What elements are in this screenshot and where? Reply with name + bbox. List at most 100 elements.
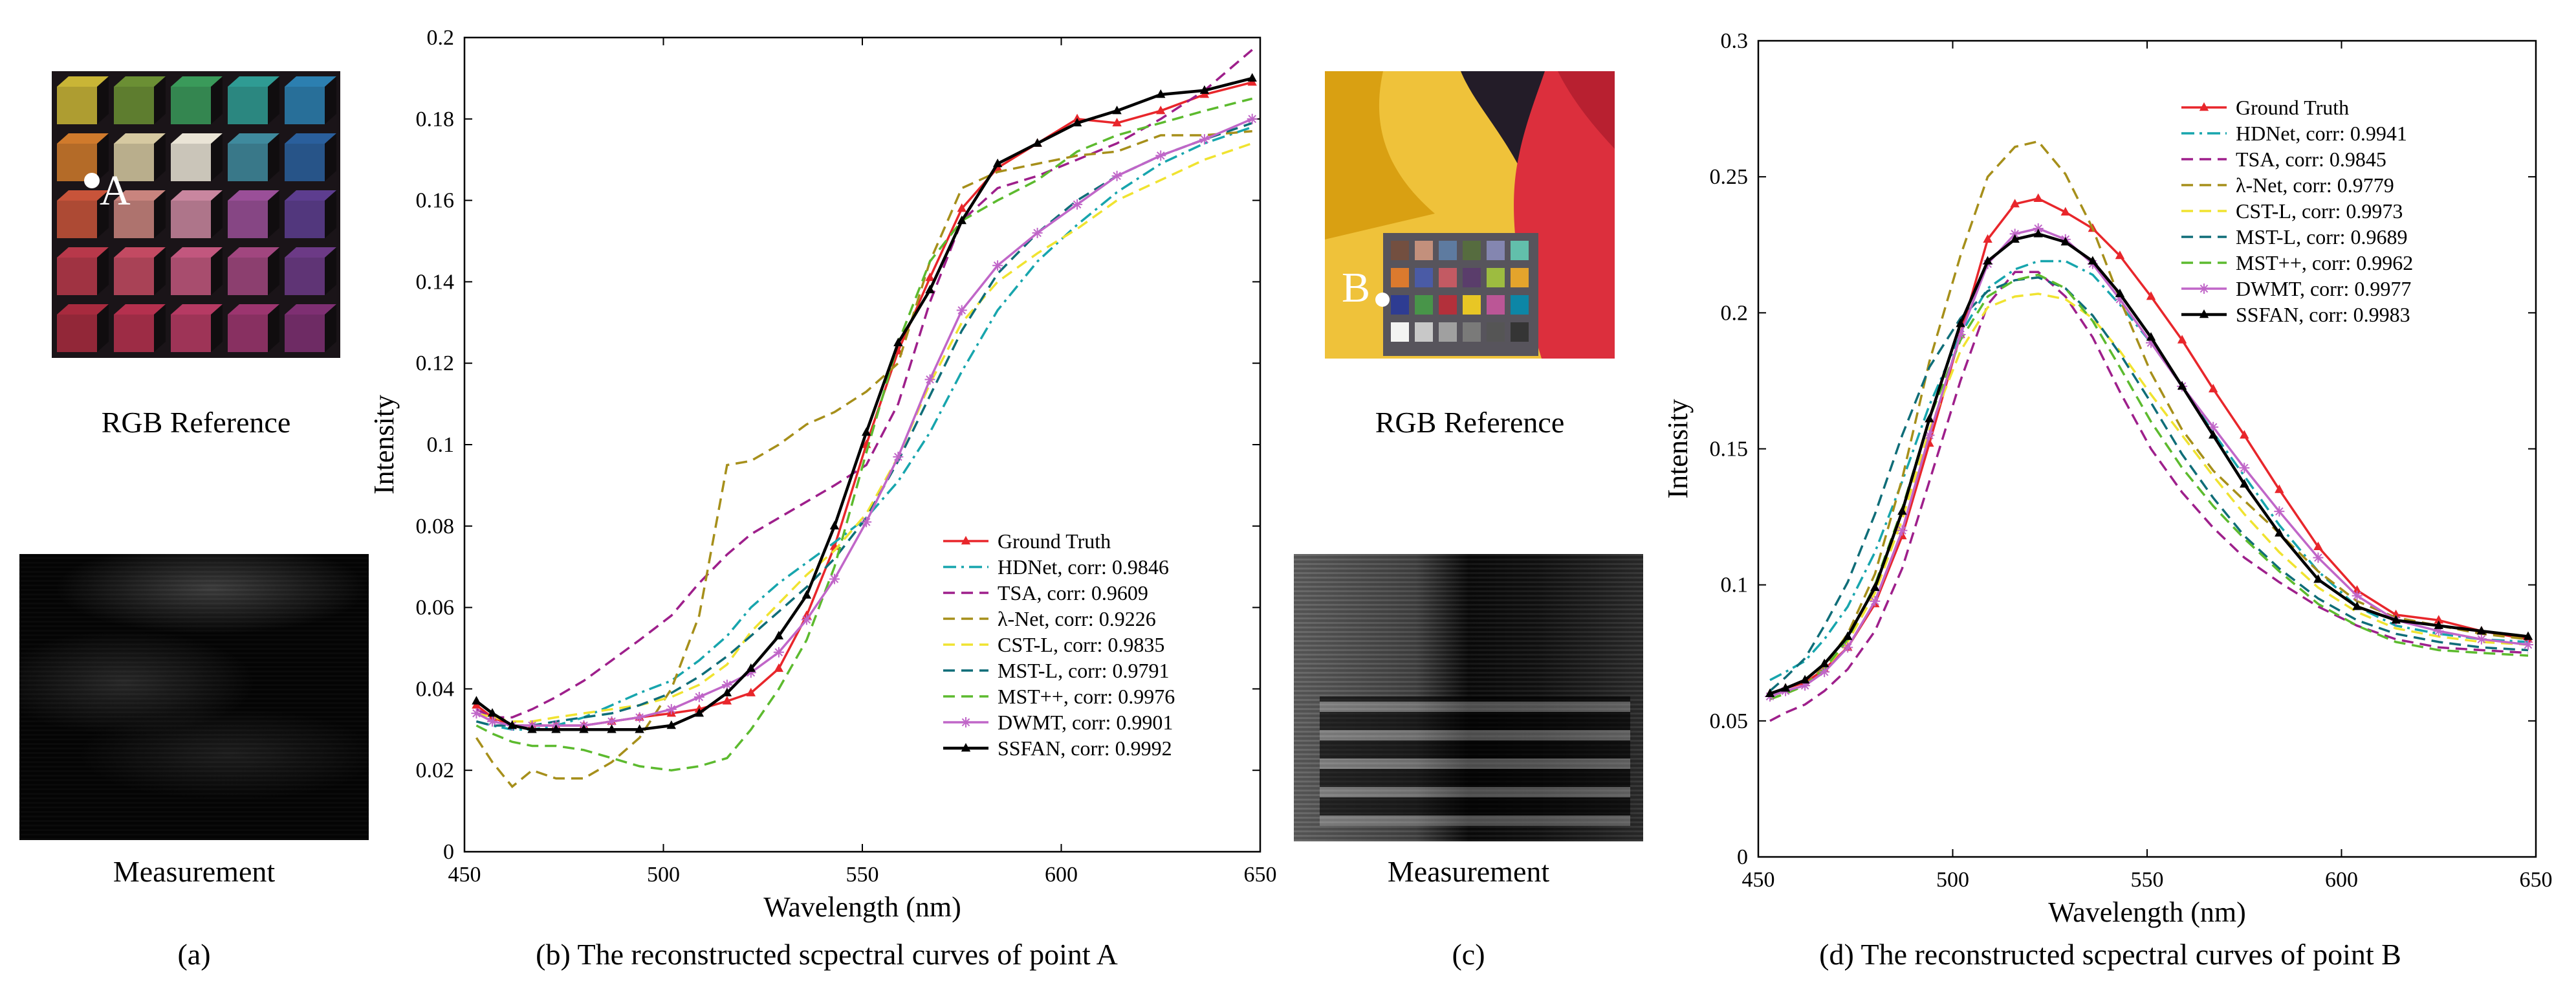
- checker-patch: [1463, 241, 1481, 260]
- data-point: [861, 516, 872, 527]
- series-tsa: [475, 49, 1253, 719]
- data-point: [893, 451, 904, 462]
- data-point: [1072, 118, 1082, 127]
- cube-tile: [57, 133, 109, 181]
- data-point: [1112, 118, 1122, 127]
- x-tick-label: 450: [448, 863, 481, 887]
- data-point: [956, 305, 967, 316]
- series-line: [1769, 140, 2529, 700]
- cube-tile: [171, 304, 223, 352]
- data-point: [1112, 105, 1122, 115]
- data-point: [1956, 318, 1965, 327]
- x-tick-label: 650: [2520, 868, 2553, 892]
- data-point: [1199, 134, 1210, 145]
- legend-label: λ-Net, corr: 0.9779: [2236, 173, 2394, 197]
- series-line: [475, 76, 1253, 731]
- data-point: [2199, 309, 2209, 318]
- cube-tile: [285, 304, 336, 352]
- data-point: [471, 708, 482, 719]
- y-tick-label: 0.16: [416, 189, 455, 213]
- data-point: [487, 708, 497, 717]
- spectral-chart-point-a: 450 500 550 600 650 0 0.02 0.04 0.06 0.08 0.1 0.12 0…: [368, 26, 1277, 923]
- legend-label: Ground Truth: [2236, 96, 2349, 119]
- data-point: [2522, 639, 2533, 650]
- data-point: [1925, 414, 1934, 423]
- cube-tile: [114, 76, 166, 124]
- data-point: [2177, 335, 2187, 344]
- data-point: [2275, 527, 2284, 537]
- data-point: [487, 716, 498, 727]
- series-mst-l: [475, 122, 1253, 727]
- series-tsa: [1769, 271, 2529, 722]
- checker-patch: [1511, 295, 1529, 315]
- y-tick-label: 0.08: [416, 515, 455, 538]
- x-tick-label: 600: [2325, 868, 2358, 892]
- data-point: [1765, 688, 1775, 697]
- cube-tile: [285, 247, 336, 295]
- series-line: [1769, 276, 2529, 692]
- y-axis-label: Intensity: [1662, 399, 1694, 499]
- y-axis-label: Intensity: [368, 395, 400, 494]
- rgb-reference-image-a: [52, 71, 340, 358]
- point-a-marker: [84, 173, 100, 188]
- measurement-label-a: Measurement: [113, 855, 276, 888]
- data-point: [1155, 150, 1166, 161]
- data-point: [1819, 658, 1829, 667]
- data-point: [992, 260, 1003, 271]
- cube-tile: [285, 133, 336, 181]
- data-point: [2313, 541, 2323, 551]
- data-point: [1111, 170, 1122, 181]
- data-point: [2033, 228, 2043, 238]
- data-point: [957, 216, 966, 225]
- cube-tile: [114, 133, 166, 181]
- cube-tile: [114, 247, 166, 295]
- data-point: [746, 687, 756, 696]
- caption-a: (a): [177, 938, 211, 971]
- data-point: [472, 696, 481, 705]
- legend-label: MST-L, corr: 0.9689: [2236, 225, 2407, 249]
- data-point: [1247, 113, 1258, 124]
- checker-patch: [1391, 295, 1409, 315]
- legend: Ground Truth HDNet, corr: 0.9941 TSA, corr…: [2181, 96, 2413, 326]
- data-point: [1247, 72, 1257, 82]
- data-point: [773, 647, 784, 658]
- y-tick-label: 0.05: [1710, 709, 1749, 733]
- data-point: [1842, 642, 1853, 653]
- data-point: [1156, 105, 1166, 115]
- data-point: [722, 696, 732, 705]
- legend-label: SSFAN, corr: 0.9983: [2236, 303, 2410, 326]
- series-line: [475, 122, 1253, 727]
- y-tick-label: 0.1: [1721, 573, 1749, 597]
- checker-patch: [1463, 268, 1481, 287]
- rgb-reference-image-c: [1325, 71, 1615, 359]
- data-point: [961, 717, 971, 727]
- data-point: [961, 743, 971, 752]
- cube-tile: [57, 247, 109, 295]
- data-point: [1897, 525, 1908, 536]
- data-point: [2476, 626, 2487, 635]
- data-point: [961, 536, 971, 545]
- cube-tile: [228, 76, 279, 124]
- cube-tile: [285, 76, 336, 124]
- data-point: [1156, 89, 1166, 98]
- checker-patch: [1415, 295, 1433, 315]
- data-point: [774, 630, 784, 639]
- checker-patch: [1415, 268, 1433, 287]
- data-point: [2060, 237, 2070, 246]
- data-point: [2177, 381, 2187, 390]
- data-point: [2391, 615, 2401, 624]
- data-point: [802, 590, 812, 599]
- cube-tile: [171, 190, 223, 238]
- y-tick-label: 0.14: [416, 270, 455, 294]
- data-point: [2208, 384, 2218, 393]
- data-point: [666, 720, 676, 729]
- data-point: [607, 724, 617, 733]
- y-tick-label: 0.3: [1721, 29, 1749, 53]
- series-dwmt: [471, 113, 1258, 731]
- data-point: [1870, 595, 1881, 606]
- plot-area: [1757, 39, 2537, 858]
- spectral-chart-point-b: 450 500 550 600 650 0 0.05 0.1 0.15 0.2 0.25 0.3 Wav…: [1662, 29, 2553, 928]
- series-line: [475, 97, 1253, 771]
- measurement-checker-bands: [1320, 696, 1630, 826]
- x-tick-label: 650: [1244, 863, 1277, 887]
